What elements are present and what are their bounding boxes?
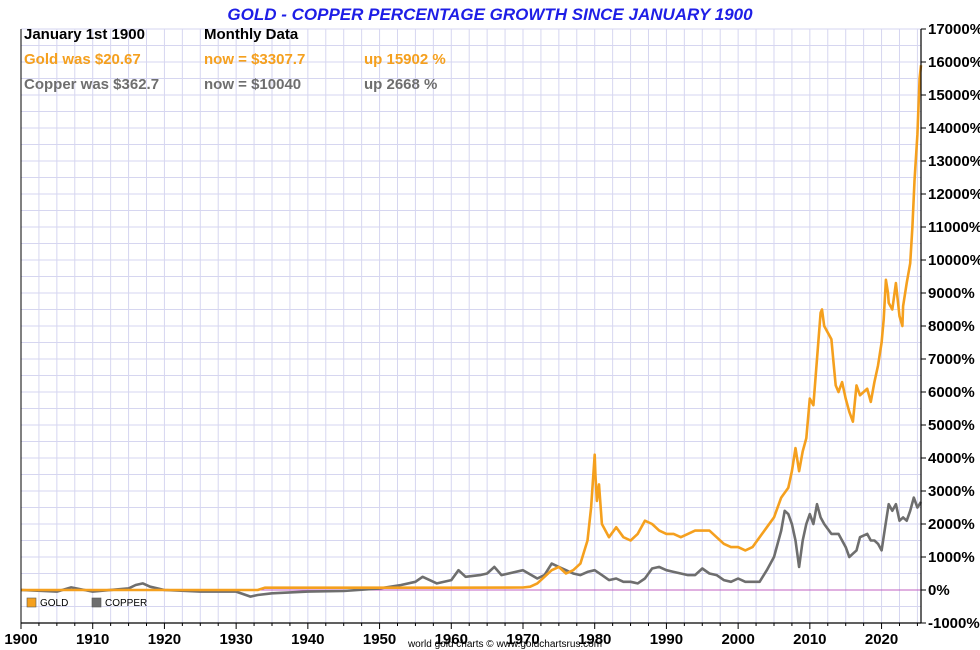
x-tick-label: 2000 [721,631,754,648]
y-tick-label: 10000% [928,252,980,269]
legend-copper-label: COPPER [105,598,147,609]
y-tick-label: 0% [928,582,950,599]
y-tick-label: 3000% [928,483,975,500]
x-tick-label: 1930 [219,631,252,648]
x-tick-label: 1940 [291,631,324,648]
y-tick-label: 2000% [928,516,975,533]
y-tick-label: 11000% [928,219,980,236]
y-tick-label: 12000% [928,186,980,203]
y-tick-label: 5000% [928,417,975,434]
y-axis: 17000% 16000% 15000% 14000% 13000% 12000% 1100… [921,21,980,632]
x-tick-label: 2010 [793,631,826,648]
legend-gold-swatch [26,597,37,608]
x-tick-label: 1980 [578,631,611,648]
y-tick-label: 14000% [928,120,980,137]
y-tick-label: 16000% [928,54,980,71]
legend-gold-label: GOLD [40,598,68,609]
x-tick-label: 1950 [363,631,396,648]
x-tick-label: 1990 [650,631,683,648]
x-tick-label: 1920 [148,631,181,648]
gold-current-price: now = $3307.7 [204,51,305,68]
source-credit: world gold charts © www.goldchartsrus.co… [407,639,602,650]
info-date-header: January 1st 1900 [24,26,145,43]
copper-growth: up 2668 % [364,76,437,93]
gold-series-line [21,65,923,592]
series-layer [20,65,923,598]
legend-copper-swatch [91,597,102,608]
x-tick-label: 1970 [506,631,539,648]
chart-title: GOLD - COPPER PERCENTAGE GROWTH SINCE JA… [227,5,753,24]
legend: GOLD COPPER [26,597,147,609]
y-tick-label: 15000% [928,87,980,104]
y-tick-label: 6000% [928,384,975,401]
y-tick-label: 17000% [928,21,980,38]
x-tick-label: 1900 [4,631,37,648]
x-tick-label: 1960 [435,631,468,648]
copper-start-price: Copper was $362.7 [24,76,159,93]
gold-start-price: Gold was $20.67 [24,51,141,68]
info-box: January 1st 1900 Monthly Data Gold was $… [24,26,446,93]
y-tick-label: -1000% [928,615,980,632]
x-tick-label: 2020 [865,631,898,648]
info-frequency-header: Monthly Data [204,26,299,43]
x-axis: 1900 1910 1920 1930 1940 1950 1960 1970 1980 1990… [4,623,918,648]
y-tick-label: 1000% [928,549,975,566]
y-tick-label: 4000% [928,450,975,467]
y-tick-label: 7000% [928,351,975,368]
y-tick-label: 9000% [928,285,975,302]
copper-current-price: now = $10040 [204,76,301,93]
y-tick-label: 8000% [928,318,975,335]
y-tick-label: 13000% [928,153,980,170]
grid [20,28,921,624]
gold-growth: up 15902 % [364,51,446,68]
x-tick-label: 1910 [76,631,109,648]
